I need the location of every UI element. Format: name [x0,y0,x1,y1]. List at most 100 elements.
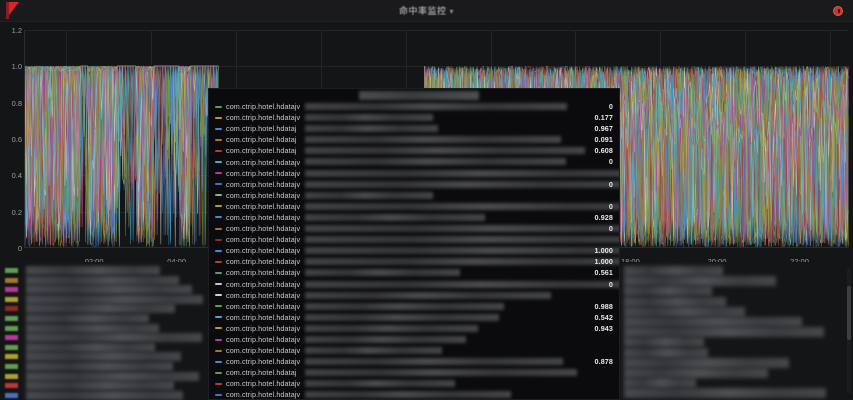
legend-row[interactable]: com.ctrip.hotel.hdatajv 0 [209,101,619,112]
legend-series-value: 0 [608,102,613,111]
vertical-scrollbar[interactable] [847,268,851,394]
legend-series-value: 0.091 [594,135,613,145]
legend-color-swatch [5,364,18,369]
redacted-text-row [26,342,156,352]
legend-series-name: com.ctrip.hotel.hdatajv [226,357,301,367]
legend-name-redacted [305,335,467,343]
legend-color-swatch [215,116,222,119]
legend-name-redacted [305,103,568,110]
legend-row[interactable]: com.ctrip.hotel.hdatajv [209,234,619,245]
legend-color-swatch [215,327,222,330]
legend-name-redacted [305,114,433,122]
legend-series-name: com.ctrip.hotel.hdatajv [226,312,301,322]
legend-row[interactable]: com.ctrip.hotel.hdatajv 0.878 [209,356,619,367]
legend-row[interactable]: com.ctrip.hotel.hdatajv [209,190,619,201]
legend-series-name: com.ctrip.hotel.hdatajv [226,335,301,345]
legend-series-name: com.ctrip.hotel.hdatajv [226,102,301,112]
legend-color-swatch [215,149,222,152]
legend-name-redacted [305,280,619,288]
legend-color-swatch [5,392,18,398]
legend-color-swatch [5,277,18,283]
bottom-left-redacted-panel[interactable] [0,262,208,400]
legend-series-name: com.ctrip.hotel.hdatajv [226,113,301,123]
redacted-text-row [624,276,776,287]
legend-row[interactable]: com.ctrip.hotel.hdataj [209,367,619,378]
legend-row[interactable]: com.ctrip.hotel.hdataj 0.967 [209,123,619,134]
redacted-text-row [26,371,199,381]
redacted-text-row [624,306,745,317]
y-axis-tick: 0.8 [11,98,22,108]
legend-series-value: 0.561 [594,268,613,278]
legend-row[interactable]: com.ctrip.hotel.hdatajv 1.000 [209,256,619,267]
legend-color-swatch [215,271,222,274]
legend-color-swatch [5,287,18,293]
bottom-right-redacted-panel[interactable] [620,262,853,400]
legend-row[interactable]: com.ctrip.hotel.hdatajv [209,290,619,301]
legend-series-name: com.ctrip.hotel.hdatajv [226,279,301,289]
legend-color-swatch [215,283,222,286]
legend-row[interactable]: com.ctrip.hotel.hdatajv 0 [209,223,619,234]
legend-row[interactable]: com.ctrip.hotel.hdatajv 0.943 [209,323,619,334]
legend-series-value: 0 [608,224,613,234]
redacted-text-row [624,266,724,276]
redacted-text-row [624,337,705,348]
legend-series-value: 0.988 [594,301,613,311]
redacted-text-row [26,304,175,314]
red-flag-marker-icon [6,2,19,19]
legend-row[interactable]: com.ctrip.hotel.hdatajv 0 [209,156,619,167]
legend-color-swatch [215,238,222,241]
legend-color-swatch [215,371,222,374]
legend-color-swatch [5,316,18,321]
redacted-text-row [624,388,826,399]
legend-name-redacted [305,147,585,155]
legend-color-swatch [215,227,222,230]
legend-row[interactable]: com.ctrip.hotel.hdatajv [209,345,619,356]
legend-row[interactable]: com.ctrip.hotel.hdatajv [209,168,619,179]
chevron-down-icon[interactable]: ▾ [449,7,455,16]
legend-series-value: 1.000 [594,246,613,256]
legend-row[interactable]: com.ctrip.hotel.hdatajv 0.561 [209,267,619,278]
redacted-text-row [624,317,803,327]
legend-series-value: 1.000 [594,257,613,267]
legend-name-redacted [305,191,434,199]
legend-name-redacted [305,125,439,133]
legend-name-redacted [305,158,566,166]
legend-row[interactable]: com.ctrip.hotel.hdatajv [209,389,619,399]
redacted-text-row [26,314,150,323]
legend-color-swatch [5,354,18,360]
legend-name-redacted [305,213,486,221]
scrollbar-thumb[interactable] [847,286,851,340]
legend-row[interactable]: com.ctrip.hotel.hdatajv [209,334,619,345]
x-axis-tick: 02:00 [85,257,104,266]
legend-color-swatch [5,373,18,379]
legend-row[interactable]: com.ctrip.hotel.hdatajv 0.928 [209,212,619,223]
legend-row[interactable]: com.ctrip.hotel.hdatajv 0.988 [209,301,619,312]
y-axis-tick: 0.6 [11,135,22,144]
legend-row[interactable]: com.ctrip.hotel.hdatajv 0 [209,201,619,212]
legend-name-redacted [305,202,619,210]
legend-name-redacted [305,380,455,388]
legend-series-name: com.ctrip.hotel.hdatajv [226,168,301,178]
x-axis-tick: 22:00 [790,257,809,266]
legend-series-value: 0.608 [594,146,613,156]
page-title[interactable]: 命中率监控 ▾ [0,4,853,17]
legend-row[interactable]: com.ctrip.hotel.hdatajv 0 [209,179,619,190]
legend-row[interactable]: com.ctrip.hotel.hdatajv 0.177 [209,112,619,123]
redacted-text-row [26,266,161,275]
legend-row[interactable]: com.ctrip.hotel.hdatajv [209,378,619,389]
legend-name-redacted [305,169,619,177]
legend-row[interactable]: com.ctrip.hotel.hdatajv 1.000 [209,245,619,256]
legend-row[interactable]: com.ctrip.hotel.hdatajv 0.542 [209,312,619,323]
legend-name-redacted [305,369,578,377]
alert-bell-icon[interactable] [833,6,843,16]
legend-row[interactable]: com.ctrip.hotel.hdatajv 0 [209,279,619,290]
legend-name-redacted [305,258,619,266]
redacted-text-row [26,294,203,304]
series-legend-overlay[interactable]: com.ctrip.hotel.hdatajv 0 com.ctrip.hotel.… [208,88,620,400]
legend-row[interactable]: com.ctrip.hotel.hdataj 0.608 [209,145,619,156]
y-axis-tick: 0.2 [11,207,22,217]
legend-row[interactable]: com.ctrip.hotel.hdataj 0.091 [209,134,619,145]
legend-color-swatch [215,161,222,164]
y-axis-tick: 0.4 [11,171,22,181]
